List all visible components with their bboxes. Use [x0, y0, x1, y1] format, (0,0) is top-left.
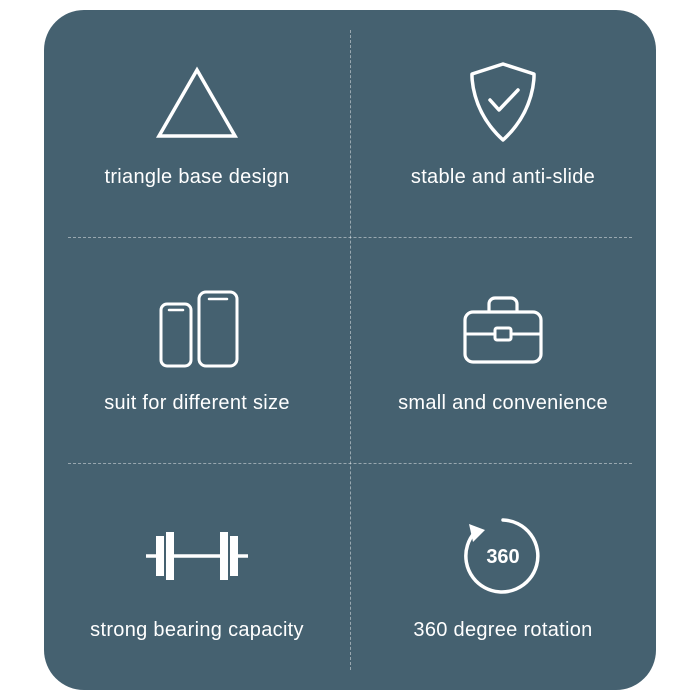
feature-cell-rotate: 360 360 degree rotation	[350, 463, 656, 690]
horizontal-divider-2	[68, 463, 632, 464]
feature-label: triangle base design	[104, 166, 289, 189]
shield-icon	[464, 58, 542, 148]
feature-label: suit for different size	[104, 392, 290, 415]
feature-label: 360 degree rotation	[413, 619, 592, 642]
feature-label: strong bearing capacity	[90, 619, 304, 642]
feature-cell-shield: stable and anti-slide	[350, 10, 656, 237]
feature-cell-barbell: strong bearing capacity	[44, 463, 350, 690]
horizontal-divider-1	[68, 237, 632, 238]
feature-grid: triangle base design stable and anti-sli…	[44, 10, 656, 690]
feature-cell-briefcase: small and convenience	[350, 237, 656, 464]
feature-label: stable and anti-slide	[411, 166, 595, 189]
feature-cell-phones: suit for different size	[44, 237, 350, 464]
barbell-icon	[142, 511, 252, 601]
briefcase-icon	[457, 284, 549, 374]
phones-icon	[147, 284, 247, 374]
rotate-icon: 360	[457, 511, 549, 601]
feature-cell-triangle: triangle base design	[44, 10, 350, 237]
triangle-icon	[155, 58, 239, 148]
feature-label: small and convenience	[398, 392, 608, 415]
rotate-badge-text: 360	[486, 546, 519, 568]
vertical-divider	[350, 30, 351, 670]
